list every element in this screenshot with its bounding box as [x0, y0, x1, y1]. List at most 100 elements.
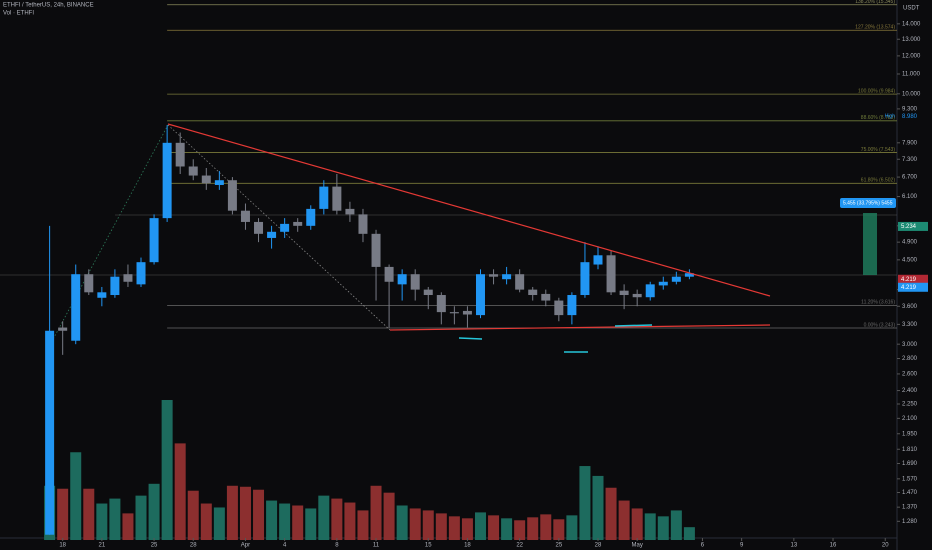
- candle-body: [502, 274, 512, 280]
- price-label: 5.234: [901, 224, 917, 230]
- candle-body: [201, 175, 211, 184]
- fib-trend-line: [167, 124, 391, 331]
- volume-bar: [83, 488, 95, 540]
- candle-body: [671, 276, 681, 282]
- candle-body: [175, 142, 185, 167]
- volume-bar: [579, 466, 591, 540]
- volume-bar: [226, 485, 238, 540]
- volume-bar: [683, 527, 695, 540]
- volume-bar: [344, 502, 356, 540]
- candle-body: [280, 223, 290, 232]
- candle-body: [436, 295, 446, 313]
- candle-body: [384, 266, 394, 282]
- volume-bar: [279, 503, 291, 540]
- candle-body: [240, 210, 250, 222]
- candle-body: [606, 255, 616, 293]
- volume-bar: [670, 510, 682, 540]
- candle-body: [358, 214, 368, 234]
- candle-body: [645, 284, 655, 298]
- y-tick-label: 1.950: [902, 431, 918, 437]
- candle-body: [515, 274, 525, 290]
- x-tick-label: 22: [516, 543, 523, 549]
- x-tick-label: May: [631, 543, 642, 549]
- candle-group: [45, 125, 694, 535]
- volume-bar: [657, 516, 669, 540]
- x-tick-label: 13: [791, 543, 798, 549]
- y-tick-label: 7.900: [902, 140, 918, 146]
- volume-bar: [566, 515, 578, 540]
- y-tick-label: 11.000: [902, 72, 921, 78]
- volume-bar: [305, 508, 317, 540]
- volume-bar: [174, 443, 186, 540]
- candle-body: [149, 218, 159, 263]
- candle-body: [449, 312, 459, 314]
- volume-bar: [631, 508, 643, 540]
- volume-bar: [161, 400, 173, 540]
- volume-bar: [383, 492, 395, 540]
- volume-bar: [253, 489, 265, 540]
- drawing-segment: [614, 324, 653, 327]
- fib-label: 75.00% (7.543): [861, 147, 896, 153]
- y-tick-label: 1.470: [902, 490, 918, 496]
- y-tick-label: 4.900: [902, 240, 918, 246]
- candle-body: [293, 221, 303, 226]
- high-value: 8.980: [902, 114, 918, 120]
- volume-bar: [501, 518, 513, 540]
- candle-body: [475, 274, 485, 316]
- candle-body: [397, 274, 407, 285]
- candle-body: [580, 262, 590, 296]
- y-axis-label: USDT: [903, 6, 920, 12]
- volume-bar: [461, 518, 473, 540]
- y-tick-label: 4.500: [902, 257, 918, 263]
- fib-label: 11.20% (3.616): [861, 300, 895, 306]
- y-tick-label: 6.700: [902, 175, 918, 181]
- y-tick-label: 9.300: [902, 106, 918, 112]
- x-tick-label: 9: [740, 543, 744, 549]
- y-tick-label: 2.100: [902, 416, 918, 422]
- candle-body: [58, 327, 68, 331]
- candle-body: [110, 276, 120, 296]
- y-tick-label: 14.000: [902, 21, 921, 27]
- candle-body: [554, 300, 564, 316]
- candle-body: [462, 310, 472, 315]
- volume-bar: [605, 487, 617, 540]
- candle-body: [632, 293, 642, 298]
- x-tick-label: 6: [701, 543, 705, 549]
- volume-bar: [135, 495, 147, 540]
- y-tick-label: 1.690: [902, 461, 918, 467]
- candle-body: [489, 274, 499, 277]
- volume-bar: [396, 505, 408, 540]
- volume-bar: [122, 513, 134, 540]
- fib-label: 61.80% (6.502): [861, 178, 896, 184]
- volume-bar: [187, 490, 199, 540]
- y-tick-label: 3.300: [902, 322, 918, 328]
- volume-bar: [70, 452, 82, 540]
- volume-bar: [540, 514, 552, 540]
- volume-bar: [213, 507, 225, 540]
- candle-body: [345, 208, 355, 215]
- candle-body: [332, 186, 342, 211]
- y-tick-label: 1.570: [902, 476, 918, 482]
- candle-body: [567, 295, 577, 316]
- x-tick-label: 25: [555, 543, 562, 549]
- x-tick-label: 11: [373, 543, 380, 549]
- fib-label: 88.60% (8.783): [861, 115, 896, 121]
- y-tick-label: 2.250: [902, 402, 918, 408]
- x-tick-label: Apr: [241, 543, 250, 549]
- chart-title: ETHFI / TetherUS, 24h, BINANCE: [3, 3, 94, 9]
- candle-body: [123, 274, 133, 282]
- volume-bar: [266, 500, 278, 540]
- volume-bar: [148, 483, 160, 540]
- volume-bar: [553, 519, 565, 540]
- candle-body: [541, 293, 551, 301]
- volume-bar: [357, 510, 369, 540]
- y-tick-label: 12.000: [902, 53, 921, 59]
- chart-subtitle: Vol · ETHFI: [3, 11, 34, 17]
- volume-bar: [474, 512, 486, 540]
- candle-body: [371, 233, 381, 267]
- y-tick-label: 2.800: [902, 356, 918, 362]
- candle-body: [214, 180, 224, 185]
- price-label-box: [898, 282, 928, 292]
- candle-body: [188, 166, 198, 176]
- volume-bar: [239, 486, 251, 540]
